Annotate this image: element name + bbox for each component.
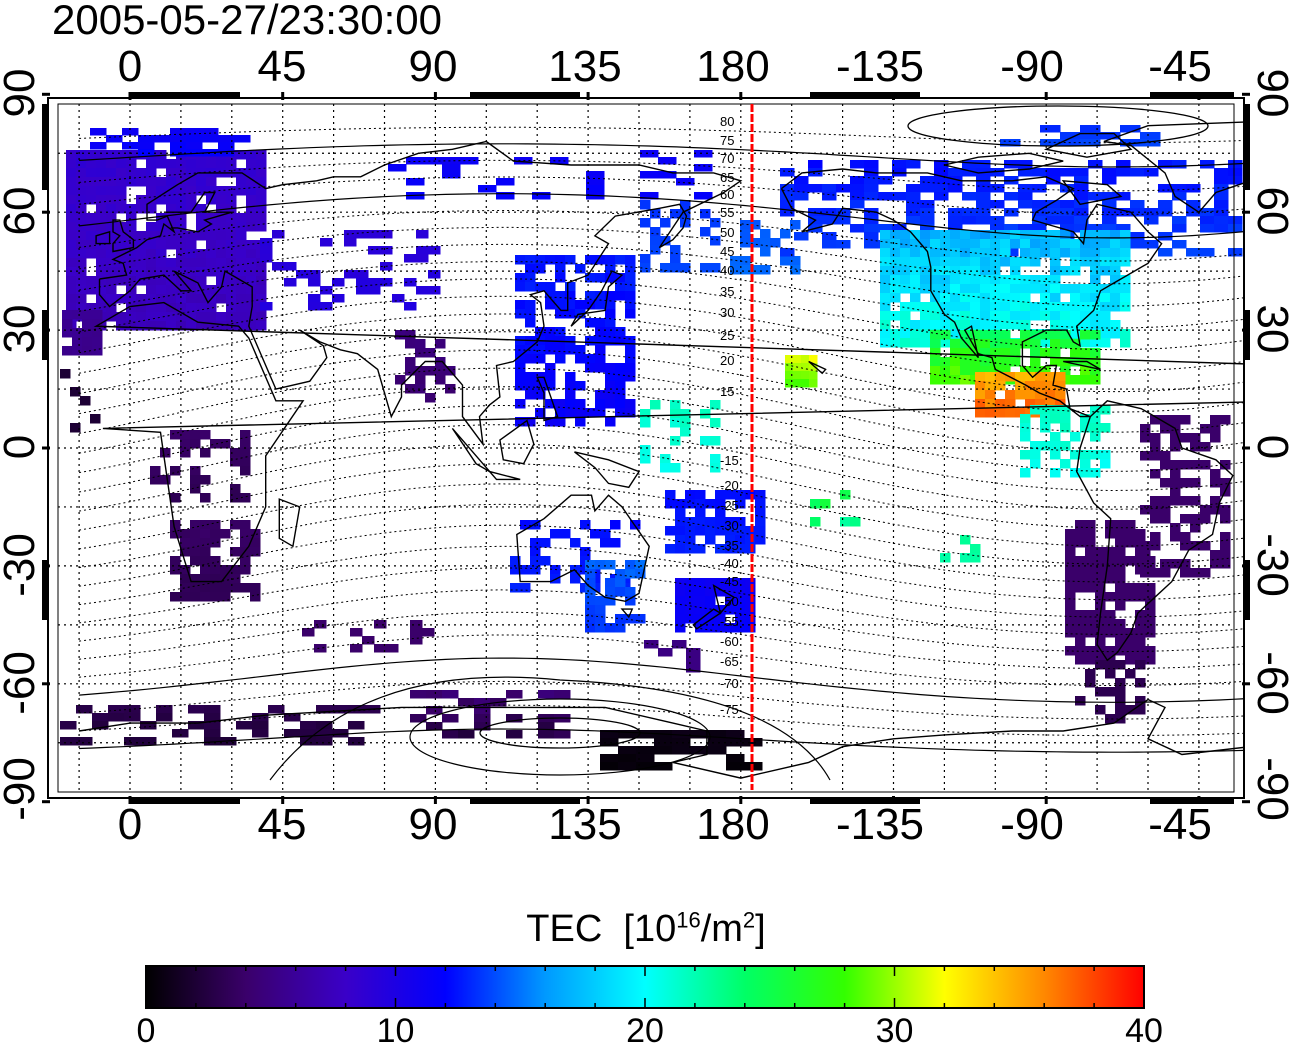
mag-lat-label: 45 (720, 244, 734, 259)
mag-lat-label: -40 (720, 556, 739, 571)
colorbar-title-text: TEC (526, 908, 603, 950)
axis-ticks (42, 92, 1250, 804)
x-tick-label-top: 45 (257, 42, 307, 91)
y-tick-label-right: -30 (1248, 533, 1292, 597)
x-tick-label-bottom: 180 (696, 800, 770, 849)
y-tick-label-left: -90 (0, 757, 44, 821)
x-tick-label-top: 135 (548, 42, 622, 91)
mag-lat-label: 75 (720, 133, 734, 148)
mag-lat-label: -20 (720, 478, 739, 493)
mag-lat-label: 50 (720, 225, 734, 240)
colorbar-unit-prefix: [10 (623, 908, 677, 950)
colorbar-unit-exponent-2: 2 (742, 907, 756, 933)
mag-lat-label: 20 (720, 353, 734, 368)
y-tick-label-right: -60 (1248, 651, 1292, 715)
x-tick-label-top: -135 (835, 42, 925, 91)
graticule-grid (58, 104, 1234, 792)
y-tick-label-left: 60 (0, 186, 44, 236)
y-tick-label-left: 30 (0, 304, 44, 354)
mag-lat-label: -35 (720, 538, 739, 553)
mag-lat-label: 55 (720, 205, 734, 220)
timestamp-title: 2005-05-27/23:30:00 (52, 0, 442, 43)
colorbar-tick-label: 30 (875, 1012, 914, 1050)
mag-lat-label: 25 (720, 328, 734, 343)
y-tick-label-right: 90 (1248, 68, 1292, 118)
y-tick-label-left: -30 (0, 533, 44, 597)
mag-lat-label: -55 (720, 614, 739, 629)
y-tick-label-left: 0 (0, 397, 45, 497)
mag-lat-label: -75 (720, 702, 739, 717)
mag-lat-label: 70 (720, 151, 734, 166)
map-area (58, 104, 1244, 792)
x-tick-label-top: -90 (1000, 42, 1064, 91)
mag-lat-label: 15 (720, 384, 734, 399)
x-tick-label-bottom: -135 (835, 800, 925, 849)
x-tick-label-top: 0 (117, 42, 143, 91)
mag-lat-label: -30 (720, 518, 739, 533)
y-tick-label-right: 30 (1248, 304, 1292, 354)
colorbar-unit-mid: /m (700, 908, 743, 950)
y-tick-label-right: 60 (1248, 186, 1292, 236)
mag-lat-label: -25 (720, 498, 739, 513)
coastlines (78, 121, 1244, 779)
mag-lat-label: -60 (720, 634, 739, 649)
y-tick-label-right: 0 (1247, 397, 1292, 497)
mag-lat-label: 65 (720, 170, 734, 185)
x-tick-label-bottom: 0 (117, 800, 143, 849)
y-tick-label-right: -90 (1248, 757, 1292, 821)
y-tick-label-left: 90 (0, 68, 44, 118)
x-tick-label-bottom: -45 (1148, 800, 1212, 849)
mag-lat-label: -15 (720, 453, 739, 468)
x-tick-label-top: 180 (696, 42, 770, 91)
x-tick-label-bottom: 135 (548, 800, 622, 849)
colorbar-tick-label: 40 (1125, 1012, 1163, 1050)
colorbar-title: TEC [1016/m2] (0, 908, 1292, 951)
magnetic-latitude-labels: 80 75 70 65 60 55 50 45 40 35 30 25 20 15 -15 -20 -25 -30… (720, 114, 739, 717)
map-inner-frame (57, 103, 1235, 793)
mag-lat-label: 35 (720, 284, 734, 299)
mag-lat-label: -50 (720, 594, 739, 609)
x-tick-label-top: 90 (408, 42, 458, 91)
magnetic-latitude-contours (79, 105, 1244, 781)
x-tick-label-bottom: -90 (1000, 800, 1064, 849)
y-tick-label-left: -60 (0, 651, 44, 715)
colorbar-unit-exponent: 16 (676, 907, 701, 933)
mag-lat-label: 80 (720, 114, 734, 129)
x-tick-label-top: -45 (1148, 42, 1212, 91)
x-tick-label-bottom: 90 (408, 800, 458, 849)
mag-lat-label: 60 (720, 187, 734, 202)
x-tick-label-bottom: 45 (257, 800, 307, 849)
colorbar-ticks (145, 966, 1145, 1008)
tec-data-cells (60, 125, 1243, 771)
mag-lat-label: -65 (720, 654, 739, 669)
mag-lat-label: 30 (720, 305, 734, 320)
colorbar-tick-label: 0 (136, 1012, 156, 1050)
mag-lat-label: -45 (720, 574, 739, 589)
colorbar-unit-suffix: ] (755, 908, 766, 950)
mag-lat-label: -70 (720, 676, 739, 691)
colorbar-tick-label: 20 (626, 1012, 664, 1050)
mag-lat-label: 40 (720, 263, 734, 278)
colorbar-tick-label: 10 (376, 1012, 415, 1050)
